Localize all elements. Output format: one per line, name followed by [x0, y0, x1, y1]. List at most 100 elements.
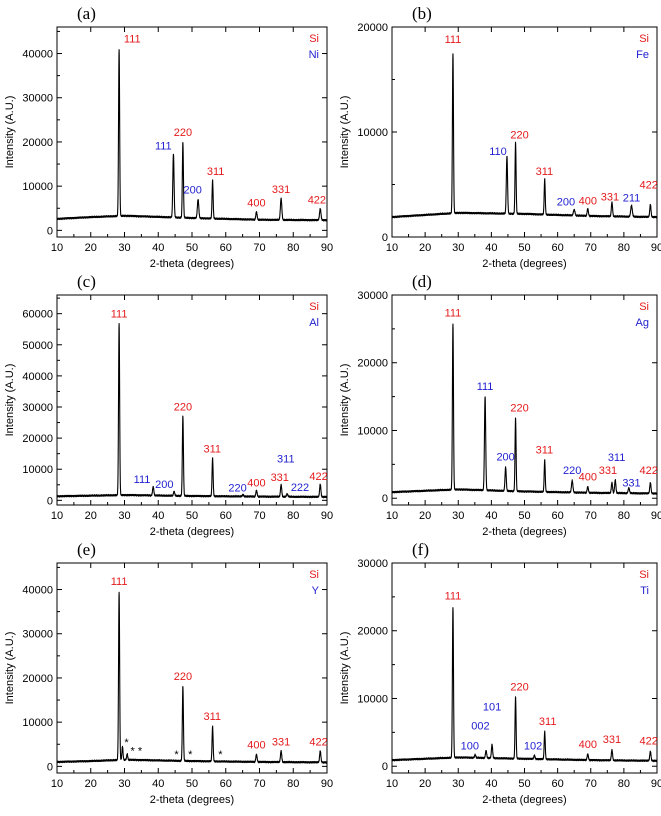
legend-label: Si [639, 301, 649, 313]
y-tick-label: 10000 [357, 425, 388, 437]
chart-panel-ti: (f) 10 20 30 40 50 60 70 80 90 0 10000 20000 30000 2-t… [339, 540, 661, 806]
x-axis-title: 2-theta (degrees) [482, 794, 566, 806]
x-tick-label: 90 [321, 510, 333, 522]
x-tick-label: 80 [618, 242, 630, 254]
peak-label: 311 [207, 166, 225, 178]
x-tick-label: 80 [287, 510, 299, 522]
x-tick-label: 10 [51, 778, 63, 790]
chart-panel-fe: (b) 10 20 30 40 50 60 70 80 90 0 10000 20000 2-theta … [339, 4, 661, 270]
peak-label: 422 [308, 194, 326, 206]
peak-label: 331 [622, 478, 640, 490]
impurity-marker: * [138, 745, 143, 757]
x-tick-label: 50 [518, 510, 530, 522]
x-tick-label: 50 [518, 242, 530, 254]
x-tick-label: 20 [419, 242, 431, 254]
legend-label: Si [309, 569, 319, 581]
x-tick-label: 40 [485, 510, 497, 522]
x-tick-label: 30 [452, 510, 464, 522]
x-tick-label: 50 [518, 778, 530, 790]
panel-letter: (d) [412, 272, 432, 291]
peak-label: 200 [496, 451, 514, 463]
panel-letter: (c) [77, 272, 96, 291]
x-tick-label: 70 [253, 242, 265, 254]
legend-label: Si [309, 33, 319, 45]
chart-panel-y: (e) 10 20 30 40 50 60 70 80 90 0 10000 20000 30000 400… [4, 540, 333, 806]
x-tick-label: 60 [220, 778, 232, 790]
x-tick-label: 80 [287, 242, 299, 254]
chart-panel-ni: (a) 10 20 30 40 50 60 70 80 90 0 10000 20000 30000 400… [4, 4, 333, 270]
xrd-trace [391, 323, 658, 495]
y-tick-label: 0 [382, 493, 388, 505]
y-axis-title: Intensity (A.U.) [4, 364, 16, 437]
x-tick-label: 70 [585, 778, 597, 790]
y-axis-title: Intensity (A.U.) [339, 96, 351, 169]
panel-letter: (b) [412, 4, 432, 23]
peak-label: 111 [111, 576, 128, 588]
impurity-marker: * [124, 737, 129, 749]
x-tick-label: 30 [452, 242, 464, 254]
y-tick-label: 50000 [22, 340, 53, 352]
peak-label: 200 [183, 185, 201, 197]
x-axis-title: 2-theta (degrees) [150, 526, 234, 538]
x-tick-label: 40 [152, 778, 164, 790]
peak-label: 331 [603, 734, 621, 746]
legend-label: Si [639, 33, 649, 45]
y-tick-label: 0 [47, 225, 53, 237]
x-tick-label: 30 [118, 510, 130, 522]
panel-letter: (a) [77, 4, 96, 23]
peak-label: 400 [247, 197, 265, 209]
x-tick-label: 70 [253, 778, 265, 790]
xrd-trace [56, 591, 328, 764]
x-tick-label: 90 [321, 242, 333, 254]
y-tick-label: 10000 [22, 464, 53, 476]
y-tick-label: 0 [382, 761, 388, 773]
x-tick-label: 60 [552, 778, 564, 790]
x-tick-label: 70 [585, 242, 597, 254]
y-tick-label: 10000 [357, 127, 388, 139]
peak-label: 422 [640, 180, 658, 192]
x-tick-label: 90 [651, 242, 661, 254]
peak-label: 110 [489, 146, 507, 158]
panel-letter: (e) [77, 540, 96, 559]
x-tick-label: 60 [552, 510, 564, 522]
peak-label: 311 [539, 716, 557, 728]
y-tick-label: 20000 [22, 137, 53, 149]
peak-label: 111 [111, 308, 128, 320]
x-tick-label: 90 [651, 778, 661, 790]
y-tick-label: 40000 [22, 585, 53, 597]
x-tick-label: 20 [85, 778, 97, 790]
y-tick-label: 0 [47, 495, 53, 507]
peak-label: 400 [579, 472, 597, 484]
y-tick-label: 40000 [22, 371, 53, 383]
y-tick-label: 40000 [22, 49, 53, 61]
peak-label: 311 [608, 452, 626, 464]
y-axis-title: Intensity (A.U.) [339, 364, 351, 437]
y-tick-label: 60000 [22, 309, 53, 321]
peak-label: 311 [536, 166, 554, 178]
legend-label: Ti [640, 585, 649, 597]
x-tick-label: 70 [253, 510, 265, 522]
y-tick-label: 30000 [22, 93, 53, 105]
x-tick-label: 80 [618, 778, 630, 790]
x-tick-label: 40 [485, 778, 497, 790]
x-tick-label: 70 [585, 510, 597, 522]
peak-label: 220 [228, 482, 246, 494]
peak-label: 220 [510, 129, 528, 141]
impurity-marker: * [130, 745, 135, 757]
peak-label: 220 [174, 402, 192, 414]
y-tick-label: 30000 [357, 290, 388, 302]
peak-label: 311 [203, 444, 221, 456]
y-tick-label: 10000 [357, 693, 388, 705]
xrd-trace [56, 323, 328, 499]
legend-label: Al [309, 317, 319, 329]
x-tick-label: 40 [152, 510, 164, 522]
x-tick-label: 60 [552, 242, 564, 254]
peak-label: 422 [309, 737, 327, 749]
x-tick-label: 50 [186, 778, 198, 790]
plot-frame [391, 294, 658, 506]
peak-label: 400 [579, 195, 597, 207]
peak-label: 220 [510, 681, 528, 693]
x-tick-label: 20 [419, 510, 431, 522]
peak-label: 220 [174, 127, 192, 139]
